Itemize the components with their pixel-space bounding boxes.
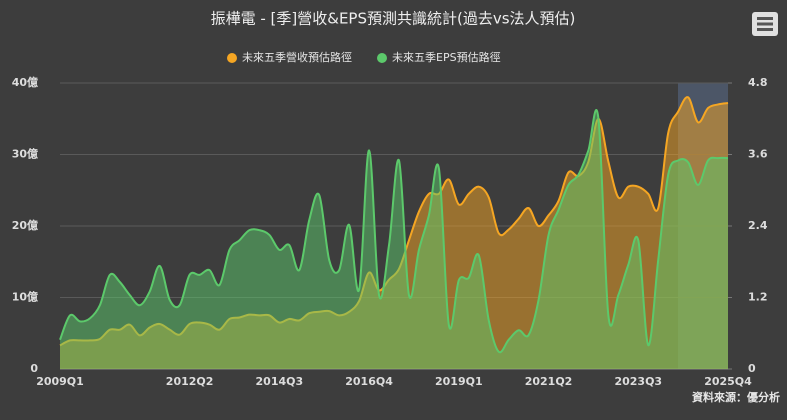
menu-button[interactable] [752, 12, 778, 36]
chart-title: 振樺電 - [季]營收&EPS預測共識統計(過去vs法人預估) [211, 10, 576, 28]
y2-tick-label: 1.2 [748, 291, 768, 304]
y2-tick-label: 3.6 [748, 148, 768, 161]
x-tick-label: 2025Q4 [704, 375, 752, 388]
y2-tick-label: 4.8 [748, 76, 768, 89]
legend-marker [377, 53, 387, 63]
legend-label: 未來五季營收預估路徑 [242, 50, 352, 64]
y-tick-label: 40億 [12, 75, 38, 89]
y2-tick-label: 2.4 [748, 219, 768, 232]
menu-bar [757, 22, 773, 26]
x-tick-label: 2012Q2 [166, 375, 214, 388]
x-tick-label: 2023Q3 [614, 375, 662, 388]
x-tick-label: 2009Q1 [36, 375, 84, 388]
legend-marker [227, 53, 237, 63]
x-tick-label: 2014Q3 [256, 375, 304, 388]
x-tick-label: 2021Q2 [525, 375, 573, 388]
legend-label: 未來五季EPS預估路徑 [392, 51, 501, 64]
y-tick-label: 30億 [12, 147, 38, 161]
x-tick-label: 2019Q1 [435, 375, 483, 388]
x-tick-label: 2016Q4 [345, 375, 393, 388]
y-tick-label: 10億 [12, 290, 38, 304]
y-tick-label: 20億 [12, 218, 38, 232]
area [60, 110, 728, 369]
y2-tick-label: 0 [748, 362, 756, 375]
menu-bar [757, 17, 773, 20]
y-tick-label: 0 [30, 362, 38, 375]
menu-bar [757, 28, 773, 31]
line [59, 109, 729, 354]
source: 資料來源：優分析 [692, 390, 780, 404]
